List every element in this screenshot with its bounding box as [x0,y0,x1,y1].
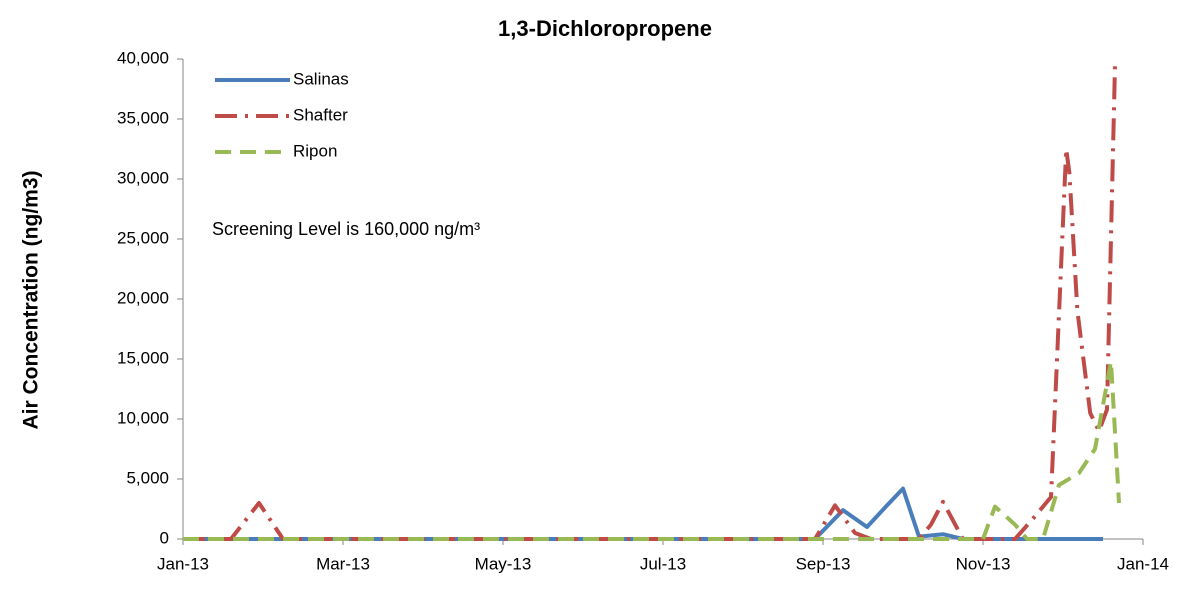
x-tick-label: Jan-13 [157,554,209,573]
y-tick-label: 10,000 [117,408,169,427]
x-tick-label: Nov-13 [956,554,1011,573]
x-tick-label: Jan-14 [1117,554,1169,573]
y-tick-label: 25,000 [117,228,169,247]
y-tick-label: 5,000 [126,468,169,487]
series-line [183,64,1117,541]
annotation: Screening Level is 160,000 ng/m³ [212,219,480,239]
x-tick-label: Mar-13 [316,554,370,573]
y-tick-label: 20,000 [117,288,169,307]
x-tick-label: Jul-13 [640,554,686,573]
legend-label: Ripon [293,141,337,160]
series-line [183,486,1103,541]
legend-label: Shafter [293,105,348,124]
x-tick-label: May-13 [475,554,532,573]
legend-label: Salinas [293,69,349,88]
x-tick-label: Sep-13 [796,554,851,573]
y-tick-label: 15,000 [117,348,169,367]
series-line [183,359,1121,541]
y-tick-label: 35,000 [117,108,169,127]
y-tick-label: 30,000 [117,168,169,187]
y-tick-label: 40,000 [117,48,169,67]
y-tick-label: 0 [160,528,169,547]
chart-title: 1,3-Dichloropropene [498,16,712,41]
y-axis-label: Air Concentration (ng/m3) [20,170,43,429]
